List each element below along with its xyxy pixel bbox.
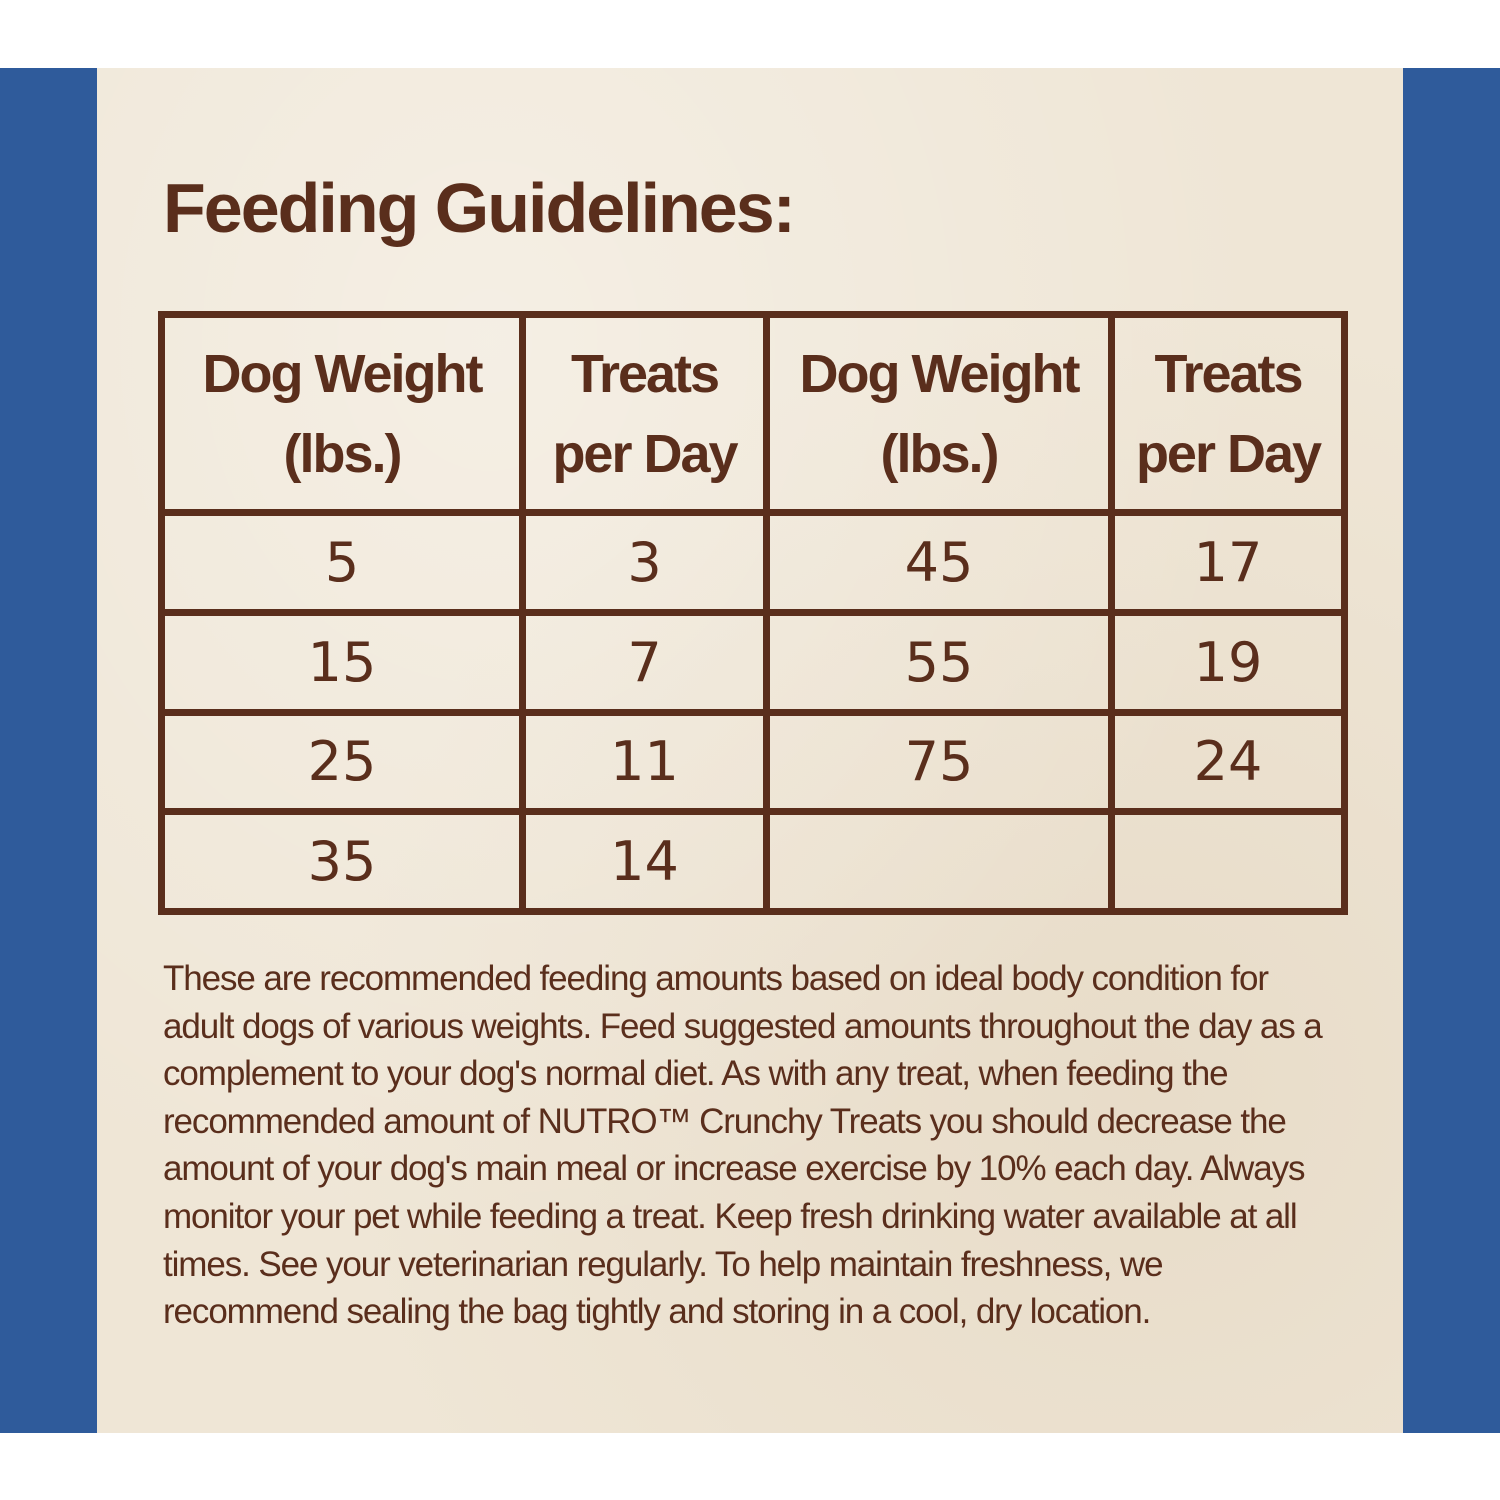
table-cell: 14	[519, 808, 770, 915]
table-cell: 7	[519, 608, 770, 716]
table-header-row: Dog Weight (lbs.) Treats per Day Dog Wei…	[158, 311, 1348, 516]
table-cell: 75	[763, 708, 1115, 816]
feeding-note: These are recommended feeding amounts ba…	[163, 959, 1323, 1332]
table-row: 15 7 55 19	[158, 608, 1348, 716]
table-row: 25 11 75 24	[158, 708, 1348, 816]
table-cell: 19	[1108, 608, 1348, 716]
header-line: per Day	[1135, 423, 1322, 484]
header-line: Dog Weight	[799, 343, 1081, 404]
header-line: per Day	[552, 423, 738, 484]
header-line: (lbs.)	[880, 423, 1000, 484]
table-row: 35 14	[158, 808, 1348, 915]
table-cell: 17	[1108, 509, 1348, 616]
table-cell: 25	[158, 708, 526, 816]
table-cell: 35	[158, 808, 526, 915]
table-cell: 55	[763, 608, 1115, 716]
table-cell: 5	[158, 509, 526, 616]
table-cell	[1108, 808, 1348, 915]
header-dog-weight: Dog Weight (lbs.)	[158, 311, 526, 516]
table-cell	[763, 808, 1115, 915]
page-title: Feeding Guidelines:	[163, 169, 796, 247]
header-dog-weight: Dog Weight (lbs.)	[763, 311, 1115, 516]
table-cell: 45	[763, 509, 1115, 616]
table-cell: 24	[1108, 708, 1348, 816]
table-row: 5 3 45 17	[158, 509, 1348, 616]
table-cell: 11	[519, 708, 770, 816]
table-cell: 15	[158, 608, 526, 716]
header-treats-per-day: Treats per Day	[519, 311, 770, 516]
header-line: Dog Weight	[202, 343, 484, 404]
header-line: Treats	[1154, 343, 1303, 404]
table-cell: 3	[519, 509, 770, 616]
header-line: (lbs.)	[283, 423, 403, 484]
header-treats-per-day: Treats per Day	[1108, 311, 1348, 516]
header-line: Treats	[570, 343, 720, 404]
feeding-table: Dog Weight (lbs.) Treats per Day Dog Wei…	[158, 311, 1348, 915]
